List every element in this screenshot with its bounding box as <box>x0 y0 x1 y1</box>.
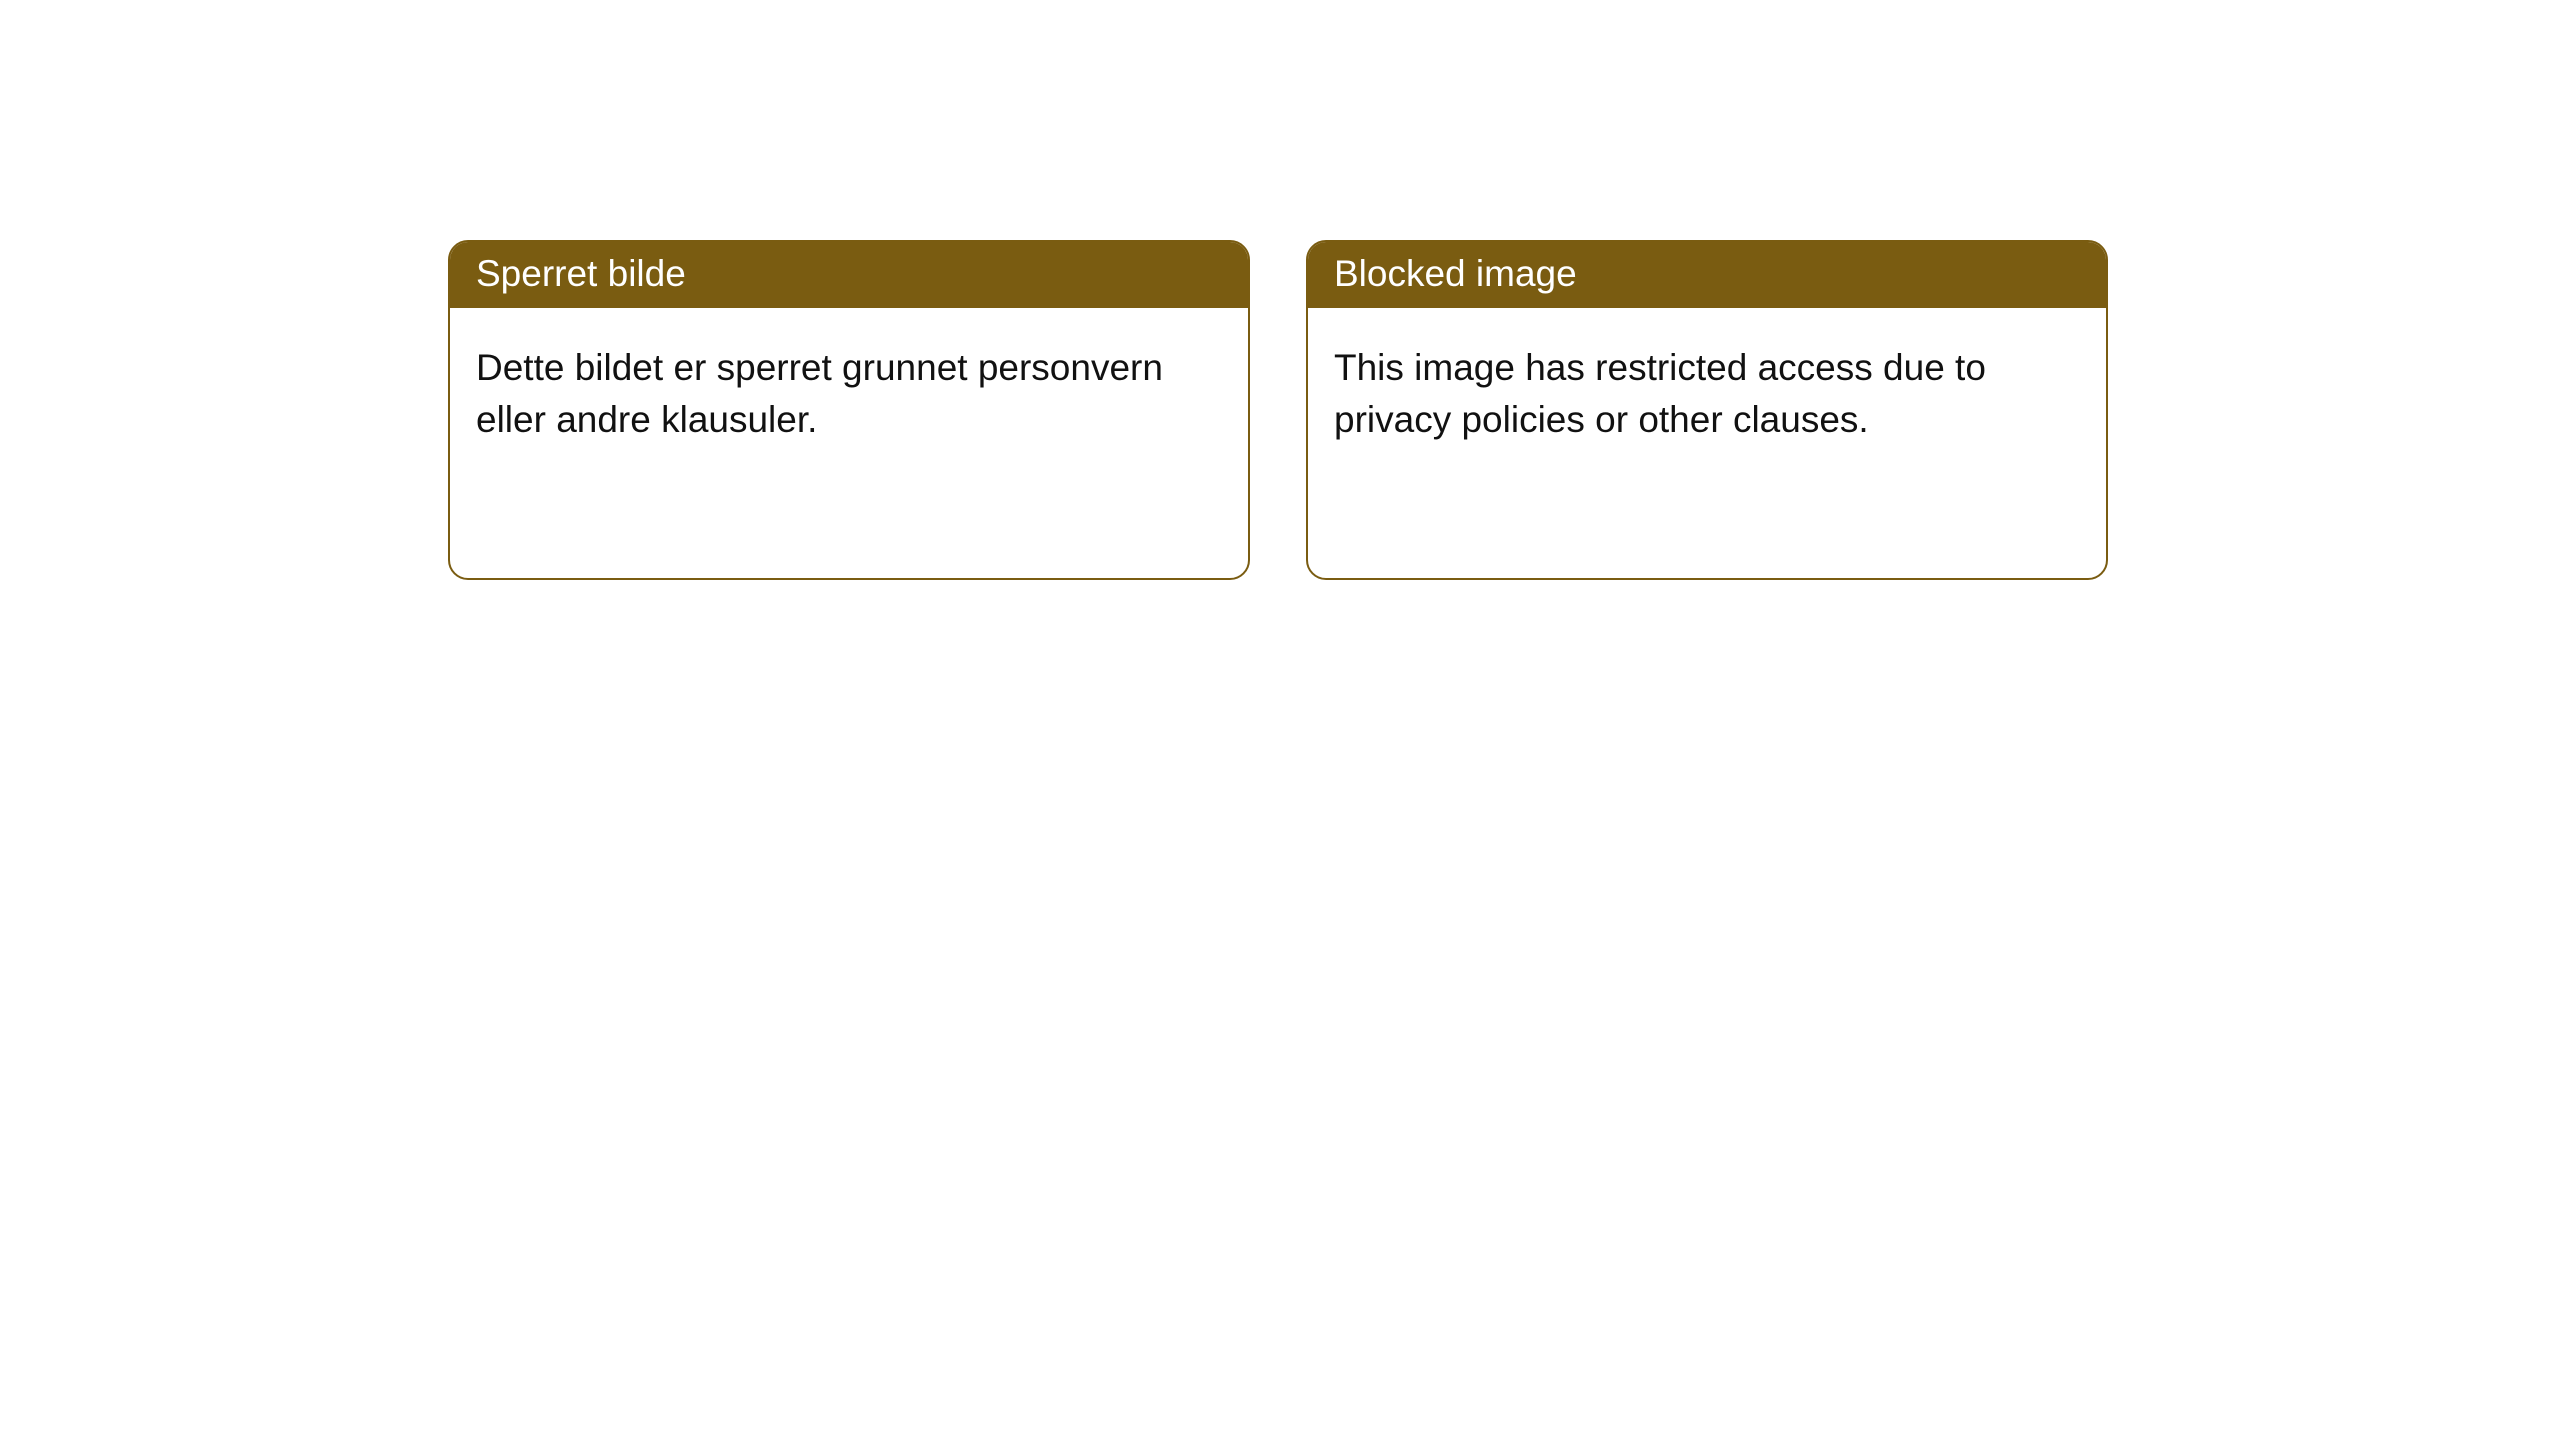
notice-card-english: Blocked image This image has restricted … <box>1306 240 2108 580</box>
notice-card-norwegian: Sperret bilde Dette bildet er sperret gr… <box>448 240 1250 580</box>
notice-title-en: Blocked image <box>1308 242 2106 308</box>
notice-container: Sperret bilde Dette bildet er sperret gr… <box>0 0 2560 580</box>
notice-body-no: Dette bildet er sperret grunnet personve… <box>450 308 1248 578</box>
notice-title-no: Sperret bilde <box>450 242 1248 308</box>
notice-body-en: This image has restricted access due to … <box>1308 308 2106 578</box>
